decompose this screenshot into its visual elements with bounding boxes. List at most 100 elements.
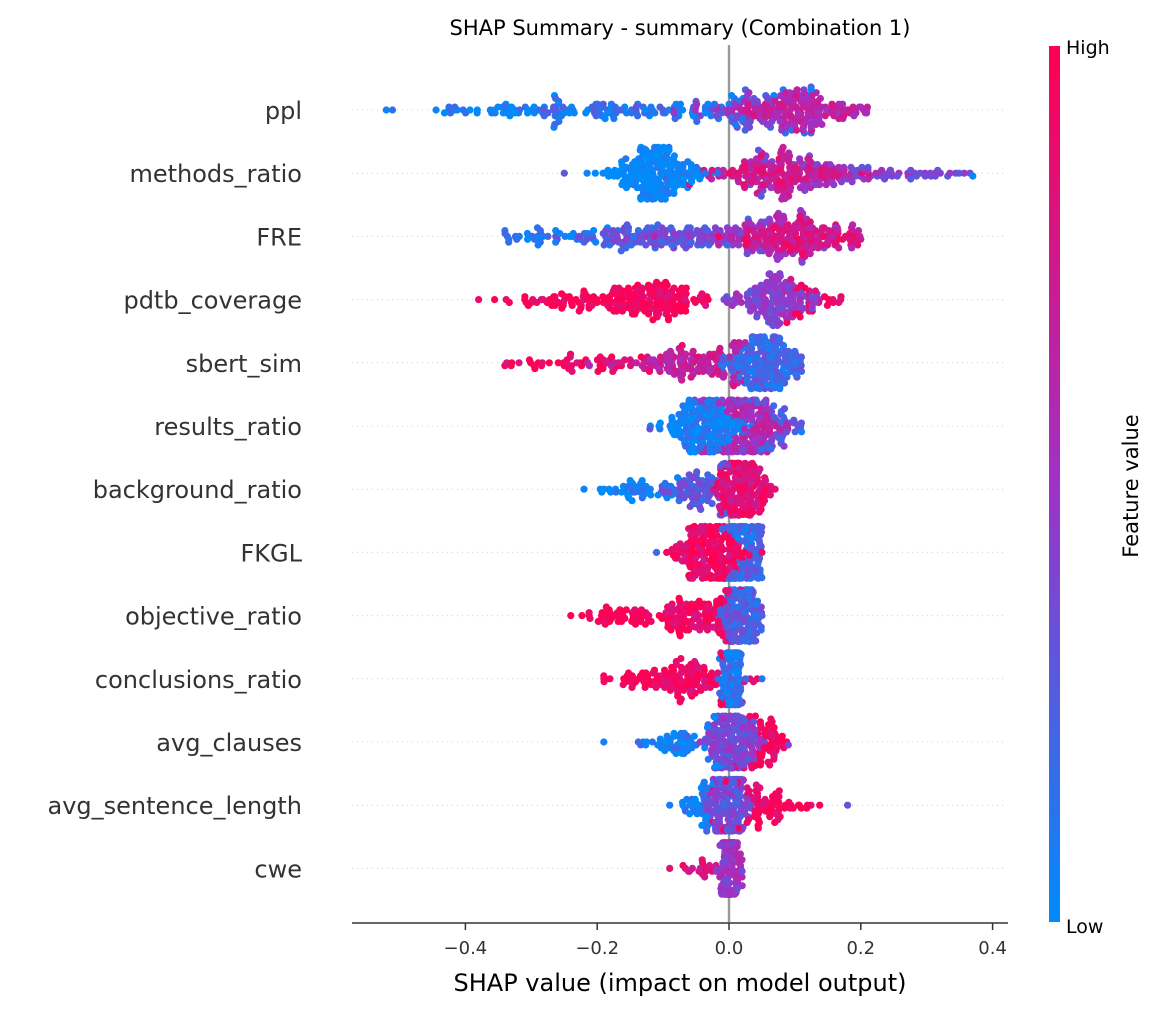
point-pdtb_coverage — [551, 293, 559, 301]
point-avg_clauses — [670, 729, 678, 738]
point-ppl — [739, 115, 747, 123]
point-avg_clauses — [744, 729, 752, 738]
point-pdtb_coverage — [690, 296, 698, 304]
point-avg_sentence_length — [739, 776, 747, 784]
point-pdtb_coverage — [659, 293, 667, 301]
point-FKGL — [725, 537, 733, 545]
point-sbert_sim — [781, 350, 790, 358]
point-background_ratio — [755, 508, 764, 516]
point-FKGL — [751, 566, 760, 574]
point-FKGL — [735, 573, 743, 581]
point-FRE — [566, 232, 574, 240]
point-pdtb_coverage — [652, 310, 661, 318]
point-background_ratio — [663, 494, 671, 502]
point-sbert_sim — [744, 373, 752, 381]
point-methods_ratio — [921, 172, 929, 180]
point-methods_ratio — [815, 181, 824, 189]
point-avg_sentence_length — [844, 801, 852, 809]
point-ppl — [451, 103, 459, 111]
point-FKGL — [706, 557, 714, 565]
point-results_ratio — [724, 431, 732, 439]
point-objective_ratio — [607, 614, 616, 623]
point-methods_ratio — [858, 163, 866, 171]
point-methods_ratio — [786, 186, 794, 195]
point-FRE — [799, 232, 807, 240]
point-background_ratio — [753, 477, 762, 485]
point-objective_ratio — [685, 626, 693, 634]
point-objective_ratio — [758, 612, 766, 620]
point-avg_sentence_length — [781, 801, 789, 809]
point-avg_clauses — [718, 758, 726, 766]
point-methods_ratio — [931, 169, 939, 177]
point-avg_clauses — [774, 738, 782, 746]
point-ppl — [787, 112, 795, 120]
point-FRE — [658, 238, 666, 246]
point-background_ratio — [736, 488, 745, 496]
point-ppl — [807, 86, 815, 94]
point-FKGL — [728, 524, 736, 533]
point-results_ratio — [747, 445, 755, 453]
point-results_ratio — [705, 396, 713, 404]
point-pdtb_coverage — [769, 313, 777, 321]
point-sbert_sim — [695, 353, 703, 361]
point-conclusions_ratio — [684, 663, 692, 671]
point-background_ratio — [626, 477, 634, 485]
point-methods_ratio — [687, 161, 695, 169]
point-conclusions_ratio — [647, 678, 655, 686]
point-avg_clauses — [766, 761, 774, 769]
point-avg_sentence_length — [692, 798, 700, 806]
point-avg_clauses — [637, 741, 645, 749]
point-results_ratio — [780, 413, 788, 421]
point-ppl — [704, 100, 712, 108]
point-FKGL — [746, 534, 754, 542]
point-FKGL — [755, 537, 763, 545]
point-FKGL — [738, 560, 746, 568]
point-avg_sentence_length — [666, 801, 674, 809]
point-avg_clauses — [751, 761, 760, 770]
point-FRE — [667, 224, 675, 232]
point-results_ratio — [748, 416, 756, 424]
point-conclusions_ratio — [720, 663, 728, 671]
point-objective_ratio — [730, 603, 738, 611]
point-pdtb_coverage — [668, 298, 676, 307]
point-pdtb_coverage — [783, 319, 791, 327]
point-FRE — [823, 241, 832, 249]
point-objective_ratio — [726, 617, 734, 626]
point-sbert_sim — [503, 359, 511, 367]
point-methods_ratio — [801, 181, 809, 189]
point-methods_ratio — [770, 163, 778, 171]
point-avg_clauses — [768, 732, 776, 740]
point-ppl — [745, 89, 753, 97]
point-FRE — [784, 241, 792, 249]
point-methods_ratio — [936, 169, 944, 177]
point-FKGL — [758, 548, 766, 557]
point-pdtb_coverage — [568, 301, 576, 309]
point-methods_ratio — [642, 169, 650, 177]
point-ppl — [530, 103, 538, 111]
point-conclusions_ratio — [724, 649, 732, 658]
point-FRE — [693, 227, 701, 235]
point-avg_sentence_length — [754, 816, 763, 824]
point-objective_ratio — [618, 609, 626, 617]
point-ppl — [793, 126, 801, 134]
point-results_ratio — [723, 408, 732, 416]
point-pdtb_coverage — [811, 287, 820, 295]
point-FRE — [630, 232, 638, 240]
point-sbert_sim — [515, 359, 523, 367]
point-conclusions_ratio — [600, 675, 608, 683]
point-ppl — [771, 97, 779, 105]
point-objective_ratio — [737, 588, 745, 596]
point-methods_ratio — [790, 166, 798, 174]
point-results_ratio — [715, 399, 723, 407]
point-ppl — [773, 112, 781, 120]
point-objective_ratio — [738, 629, 747, 637]
x-axis-label: SHAP value (impact on model output) — [454, 969, 907, 997]
point-background_ratio — [665, 488, 673, 496]
point-FRE — [614, 235, 622, 243]
point-ppl — [440, 109, 449, 117]
point-background_ratio — [758, 494, 766, 502]
point-objective_ratio — [725, 587, 733, 595]
point-pdtb_coverage — [698, 290, 706, 298]
point-methods_ratio — [960, 169, 968, 177]
point-FKGL — [734, 551, 742, 559]
